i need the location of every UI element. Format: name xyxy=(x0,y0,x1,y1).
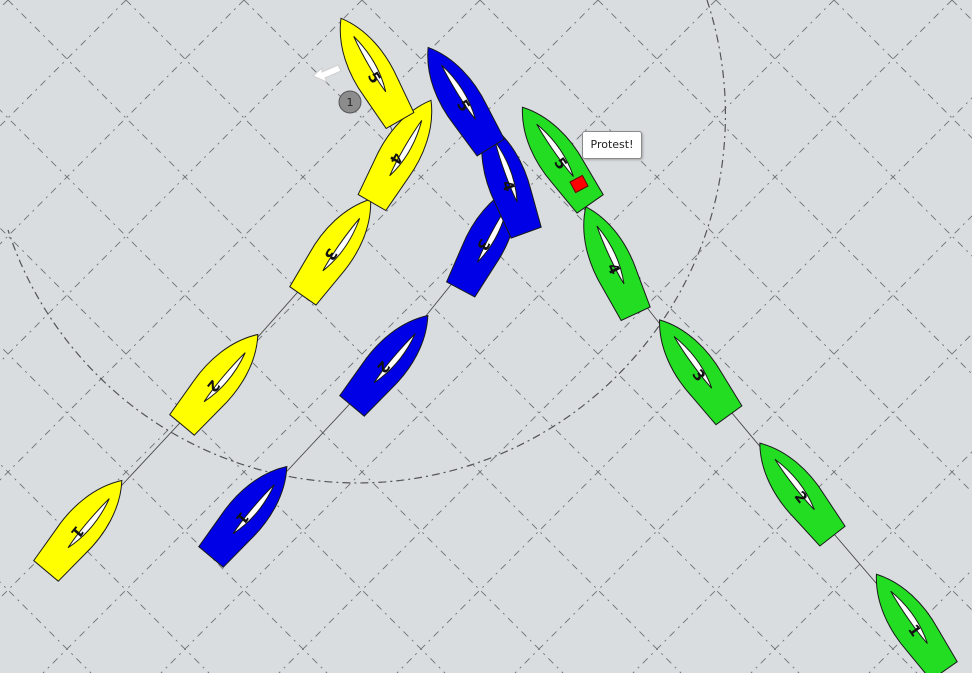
boat-hull xyxy=(759,442,846,547)
yellow-boat-1[interactable]: 1 xyxy=(31,468,137,584)
green-boat-4[interactable]: 4 xyxy=(568,198,654,322)
mark-label: 1 xyxy=(347,96,354,109)
grid-line xyxy=(479,0,972,493)
grid-line xyxy=(278,0,953,673)
boat-sail xyxy=(536,123,574,177)
boat-sail xyxy=(389,120,423,177)
mark-1[interactable]: 1 xyxy=(338,90,362,114)
grid-line xyxy=(750,451,972,673)
mark-circle xyxy=(338,90,362,114)
boat-hull xyxy=(198,465,288,568)
grid-line xyxy=(0,0,245,245)
grid-line xyxy=(0,581,92,673)
grid-line xyxy=(632,333,972,673)
boat-hull xyxy=(339,314,429,417)
grid-line xyxy=(243,0,918,673)
boat-sail xyxy=(203,352,246,403)
blue-boat-5[interactable]: 5 xyxy=(411,37,507,158)
zone-circle xyxy=(7,0,726,484)
boat-sail xyxy=(890,590,928,644)
grid-line xyxy=(0,463,210,673)
grid-line xyxy=(597,0,972,375)
blue-boat-2[interactable]: 2 xyxy=(337,303,443,419)
grid-line xyxy=(0,109,564,673)
boat-sail xyxy=(673,336,713,389)
grid-line xyxy=(160,0,835,673)
boat-sail xyxy=(494,141,518,203)
boat-hull xyxy=(583,206,651,322)
boat-sail xyxy=(373,333,416,384)
boat-hull xyxy=(169,333,259,436)
grid-line xyxy=(0,227,446,673)
boat-sail xyxy=(441,64,476,120)
boat-sail xyxy=(596,225,625,285)
boat-sail xyxy=(67,498,110,549)
yellow-boat-2[interactable]: 2 xyxy=(167,322,273,438)
zone-layer xyxy=(7,0,726,484)
green-boat-2[interactable]: 2 xyxy=(744,431,848,548)
yellow-boat-5[interactable]: 5 xyxy=(324,8,417,130)
protest-callout: Protest! xyxy=(582,131,642,159)
grid-line xyxy=(0,0,127,127)
grid-line xyxy=(0,0,599,599)
green-boat-3[interactable]: 3 xyxy=(644,308,745,427)
boat-sail xyxy=(774,458,815,511)
grid-line xyxy=(396,97,972,673)
grid-line xyxy=(514,215,972,673)
boat-sail xyxy=(232,484,275,535)
blue-boat-1[interactable]: 1 xyxy=(196,454,302,570)
grid-line xyxy=(833,0,972,139)
grid-line xyxy=(868,569,972,673)
boat-sail xyxy=(477,205,509,263)
boat-hull xyxy=(289,198,372,306)
grid-line xyxy=(125,0,800,673)
yellow-boat-4[interactable]: 4 xyxy=(355,90,448,212)
grid-line xyxy=(7,0,682,673)
grid-line xyxy=(0,0,481,481)
boat-sail xyxy=(353,36,387,93)
protest-flag-icon xyxy=(569,174,589,194)
yellow-boat-3[interactable]: 3 xyxy=(287,188,387,307)
boat-hull xyxy=(33,479,123,582)
grid-line xyxy=(0,0,363,363)
yellow-track xyxy=(81,71,401,529)
wind-arrow-icon xyxy=(312,64,342,83)
boat-sail xyxy=(322,218,361,272)
green-boat-1[interactable]: 1 xyxy=(860,563,960,673)
grid-line xyxy=(42,0,717,673)
grid-line xyxy=(715,0,972,257)
grid-line xyxy=(0,0,9,9)
